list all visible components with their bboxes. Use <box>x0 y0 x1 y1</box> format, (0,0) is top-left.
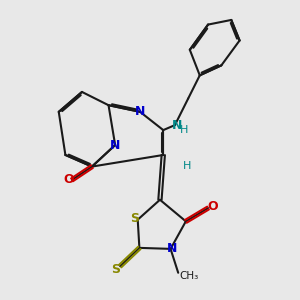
Text: O: O <box>207 200 218 213</box>
Text: CH₃: CH₃ <box>180 271 199 281</box>
Text: O: O <box>63 173 74 186</box>
Text: S: S <box>111 262 120 276</box>
Text: N: N <box>172 118 182 132</box>
Text: H: H <box>183 161 191 171</box>
Text: N: N <box>135 105 145 118</box>
Text: H: H <box>180 125 189 136</box>
Text: N: N <box>167 242 177 255</box>
Text: S: S <box>130 212 139 225</box>
Text: N: N <box>110 139 120 152</box>
